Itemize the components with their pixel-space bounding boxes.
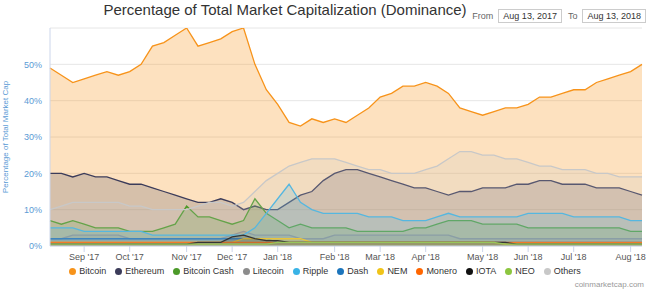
html-text:Percentage of Total Market Cap: Percentage of Total Market Capitalizatio… (103, 1, 494, 21)
svg-text:Apr '18: Apr '18 (412, 252, 440, 262)
html-text:Ripple: Ripple (302, 266, 329, 276)
html-text:Others: Others (553, 266, 581, 276)
svg-text:Jan '18: Jan '18 (263, 252, 292, 262)
html-text:NEO: NEO (515, 266, 535, 276)
html-text:Litecoin: Litecoin (252, 266, 284, 276)
html-text:Dash: Dash (347, 266, 369, 276)
svg-text:30%: 30% (24, 132, 42, 142)
svg-text:Mar '18: Mar '18 (365, 252, 395, 262)
html-text:NEM: NEM (387, 266, 408, 276)
svg-text:May '18: May '18 (467, 252, 498, 262)
html-text:Aug 13, 2017: Aug 13, 2017 (503, 11, 557, 21)
svg-text:Dec '17: Dec '17 (217, 252, 247, 262)
html-text:Bitcoin: Bitcoin (79, 266, 107, 276)
svg-text:0%: 0% (29, 241, 42, 251)
svg-text:50%: 50% (24, 60, 42, 70)
svg-text:Feb '18: Feb '18 (320, 252, 350, 262)
html-text:Aug 13, 2018: Aug 13, 2018 (587, 11, 641, 21)
svg-text:Oct '17: Oct '17 (116, 252, 144, 262)
html-text:Percentage of Total Market Cap: Percentage of Total Market Cap (1, 80, 10, 194)
svg-text:10%: 10% (24, 205, 42, 215)
svg-text:Jun '18: Jun '18 (514, 252, 543, 262)
html-text:coinmarketcap.com: coinmarketcap.com (574, 280, 644, 289)
html-text:Ethereum: Ethereum (125, 266, 165, 276)
svg-text:Sep '17: Sep '17 (69, 252, 99, 262)
html-text:To: To (567, 11, 578, 21)
svg-text:20%: 20% (24, 169, 42, 179)
html-text:Bitcoin Cash: Bitcoin Cash (183, 266, 234, 276)
html-text:Monero: Monero (426, 266, 457, 276)
svg-text:Aug '18: Aug '18 (615, 252, 642, 262)
svg-text:Jul '18: Jul '18 (561, 252, 587, 262)
svg-text:Nov '17: Nov '17 (171, 252, 201, 262)
svg-text:40%: 40% (24, 96, 42, 106)
html-text:IOTA: IOTA (475, 266, 497, 276)
